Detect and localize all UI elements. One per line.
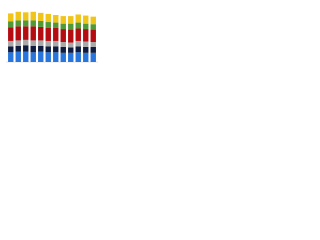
bar-segment — [60, 42, 66, 47]
bar-segment — [30, 45, 36, 53]
bar-segment — [15, 45, 21, 52]
bar-segment — [15, 51, 21, 62]
bar-segment — [53, 40, 59, 47]
bar-segment — [8, 27, 14, 41]
bar-segment — [8, 21, 14, 28]
bar-segment — [8, 46, 14, 53]
bar-segment — [30, 40, 36, 46]
bar-segment — [75, 46, 81, 53]
bar-segment — [53, 15, 59, 23]
bar-segment — [90, 24, 96, 30]
bar-segment — [8, 52, 14, 62]
bar-segment — [38, 26, 44, 41]
bar-segment — [30, 26, 36, 41]
bar-segment — [53, 46, 59, 53]
bar-segment — [8, 13, 14, 22]
bar-segment — [23, 51, 29, 62]
chart — [6, 11, 98, 63]
bar-segment — [75, 28, 81, 41]
bar-segment — [23, 45, 29, 52]
bar-segment — [23, 26, 29, 40]
bar-segment — [60, 29, 66, 43]
bar-segment — [30, 52, 36, 62]
bar-segment — [30, 11, 36, 21]
bar-segment — [75, 22, 81, 29]
bar-segment — [23, 12, 29, 21]
bar-segment — [90, 52, 96, 62]
bar-segment — [90, 29, 96, 43]
bar-segment — [60, 16, 66, 24]
bar-segment — [68, 52, 74, 62]
bar-segment — [75, 52, 81, 62]
bar-segment — [83, 52, 89, 62]
bar-segment — [15, 11, 21, 21]
bar-segment — [75, 14, 81, 23]
bar-segment — [68, 42, 74, 48]
bar-segment — [38, 45, 44, 52]
bar-segment — [68, 16, 74, 24]
bar-segment — [68, 23, 74, 30]
bar-segment — [90, 16, 96, 25]
bar-segment — [23, 20, 29, 27]
bar-segment — [68, 29, 74, 43]
bar-segment — [60, 46, 66, 53]
bar-segment — [45, 13, 51, 23]
bar-segment — [53, 52, 59, 62]
bar-segment — [45, 40, 51, 47]
bar-segment — [68, 47, 74, 53]
bar-segment — [45, 46, 51, 53]
bar-segment — [83, 23, 89, 30]
bar-segment — [60, 52, 66, 62]
bar-segment — [38, 51, 44, 62]
bar-segment — [38, 20, 44, 27]
bar-segment — [83, 41, 89, 47]
bar-segment — [23, 39, 29, 46]
bar-segment — [38, 40, 44, 46]
bar-segment — [8, 40, 14, 47]
bar-segment — [45, 52, 51, 62]
bar-segment — [90, 42, 96, 47]
bar-segment — [45, 27, 51, 41]
bar-segment — [83, 29, 89, 42]
bar-segment — [75, 40, 81, 47]
bar-segment — [83, 46, 89, 53]
bar-segment — [83, 15, 89, 24]
bar-segment — [90, 46, 96, 53]
bar-segment — [15, 26, 21, 41]
bar-segment — [15, 20, 21, 27]
bar-segment — [45, 22, 51, 28]
bar-segment — [60, 23, 66, 30]
bar-segment — [53, 27, 59, 41]
bar-segment — [30, 20, 36, 27]
bar-segment — [38, 12, 44, 21]
bar-segment — [53, 22, 59, 28]
bar-segment — [15, 40, 21, 46]
